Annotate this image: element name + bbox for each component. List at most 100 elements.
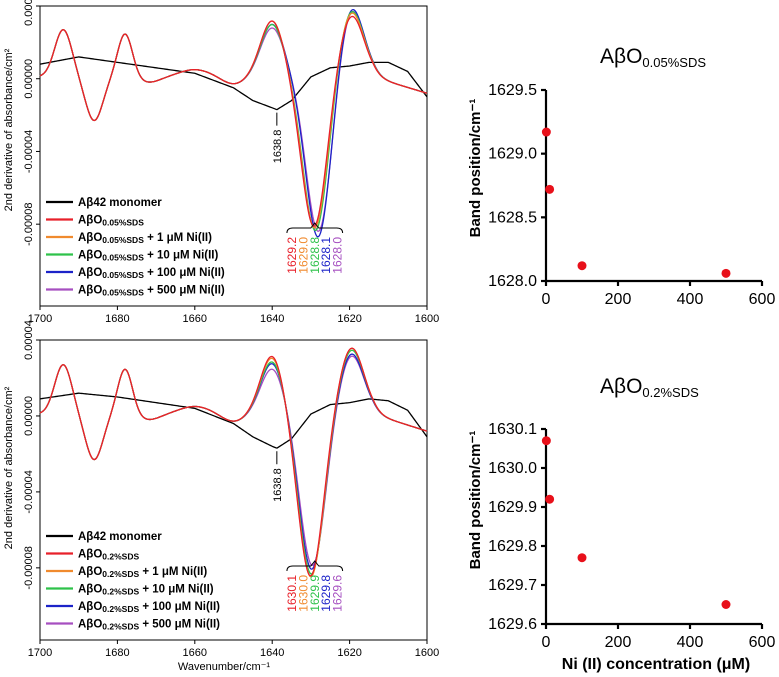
x-tick-label: 1680 — [105, 313, 129, 325]
legend-main: AβO — [78, 250, 102, 262]
legend-sub: 0.2%SDS — [102, 587, 139, 597]
data-point — [541, 436, 551, 446]
legend-label: AβO0.05%SDS + 500 μM Ni(II) — [78, 285, 225, 298]
legend-suffix: + 1 μM Ni(II) — [144, 232, 212, 244]
scatter-bottom-title-main: AβO — [600, 375, 642, 398]
spectrum-top-frame — [39, 5, 428, 307]
x-tick-label: 1680 — [105, 647, 129, 659]
data-point — [577, 261, 587, 271]
legend-sub: 0.2%SDS — [102, 552, 139, 562]
x-tick-label: 200 — [605, 634, 632, 651]
y-tick-label: 1630.1 — [488, 421, 537, 438]
legend-label: AβO0.2%SDS — [78, 549, 139, 562]
x-tick-label: 1700 — [28, 647, 52, 659]
y-tick-label: -0.00004 — [23, 470, 35, 513]
y-tick-label: 1629.6 — [488, 616, 537, 633]
legend-main: Aβ42 monomer — [78, 531, 162, 543]
series-line — [39, 12, 428, 229]
legend-sub: 0.05%SDS — [102, 218, 144, 228]
scatter-top-title: AβO0.05%SDS — [600, 45, 706, 70]
y-tick-label: 1629.9 — [488, 499, 537, 516]
legend-sub: 0.2%SDS — [102, 604, 139, 614]
legend-main: AβO — [78, 601, 102, 613]
band-bracket — [286, 222, 344, 234]
data-point — [721, 600, 731, 609]
legend-label: Aβ42 monomer — [78, 531, 162, 543]
data-point — [545, 184, 555, 194]
y-tick-label: 1629.5 — [488, 82, 537, 99]
spectrum-panel-top: 2nd derivative of absorbance/cm² 1700 168… — [3, 0, 439, 325]
legend-suffix: + 10 μM Ni(II) — [144, 250, 219, 262]
band-position-label: 1628.1 — [319, 237, 333, 274]
x-tick-label: 1640 — [260, 647, 284, 659]
legend-main: AβO — [78, 584, 102, 596]
spectrum-bottom-xlabel: Wavenumber/cm⁻¹ — [178, 661, 271, 673]
y-tick-label: 0.00004 — [23, 0, 35, 26]
spectrum-top-ylabel: 2nd derivative of absorbance/cm² — [3, 48, 15, 211]
legend-suffix: + 500 μM Ni(II) — [144, 285, 225, 297]
data-point — [545, 494, 555, 504]
y-tick-label: 0.00000 — [23, 396, 35, 436]
legend-sub: 0.05%SDS — [102, 270, 144, 280]
series-line — [39, 56, 428, 111]
legend-suffix: + 100 μM Ni(II) — [139, 601, 220, 613]
legend-label: AβO0.2%SDS + 10 μM Ni(II) — [78, 584, 214, 597]
scatter-top-title-sub: 0.05%SDS — [642, 55, 706, 70]
x-tick-label: 400 — [677, 634, 704, 651]
y-tick-label: 1629.8 — [488, 538, 537, 555]
legend-suffix: + 1 μM Ni(II) — [139, 566, 207, 578]
x-tick-label: 200 — [605, 291, 632, 308]
x-tick-label: 600 — [749, 634, 776, 651]
y-tick-label: -0.00008 — [23, 546, 35, 589]
y-tick-label: 1630.0 — [488, 460, 537, 477]
scatter-bottom-ylabel: Band position/cm⁻¹ — [467, 431, 484, 570]
y-tick-label: 1629.7 — [488, 577, 537, 594]
band-position-label: 1629.9 — [308, 575, 322, 612]
series-line — [39, 392, 428, 449]
data-point — [541, 127, 551, 137]
scatter-bottom-title: AβO0.2%SDS — [600, 375, 699, 400]
band-position-label: 1628.0 — [331, 237, 345, 274]
legend-main: AβO — [78, 232, 102, 244]
x-tick-label: 0 — [542, 291, 551, 308]
band-position-label: 1629.8 — [319, 575, 333, 612]
scatter-top-title-main: AβO — [600, 45, 642, 68]
scatter-bottom-title-sub: 0.2%SDS — [642, 385, 699, 400]
y-tick-label: -0.00004 — [23, 130, 35, 173]
legend-sub: 0.05%SDS — [102, 235, 144, 245]
band-position-label: 1629.0 — [296, 237, 310, 274]
legend-main: AβO — [78, 549, 102, 561]
y-tick-label: 1628.0 — [488, 273, 537, 290]
legend-label: Aβ42 monomer — [78, 197, 162, 209]
legend-sub: 0.05%SDS — [102, 288, 144, 298]
x-tick-label: 400 — [677, 291, 704, 308]
annotation-label: 1638.8 — [272, 130, 284, 164]
band-position-label: 1629.6 — [331, 575, 345, 612]
scatter-bottom-xlabel: Ni (II) concentration (μM) — [562, 656, 750, 673]
band-bracket — [286, 560, 344, 572]
spectrum-bottom-ylabel: 2nd derivative of absorbance/cm² — [3, 386, 15, 549]
band-position-label: 1628.8 — [308, 237, 322, 274]
legend-label: AβO0.2%SDS + 1 μM Ni(II) — [78, 566, 207, 579]
x-tick-label: 1640 — [260, 313, 284, 325]
legend-sub: 0.2%SDS — [102, 569, 139, 579]
band-position-label: 1630.0 — [296, 575, 310, 612]
y-tick-label: 1629.0 — [488, 146, 537, 163]
legend-label: AβO0.05%SDS — [78, 215, 144, 228]
legend-main: AβO — [78, 267, 102, 279]
legend-main: AβO — [78, 619, 102, 631]
x-tick-label: 1700 — [28, 313, 52, 325]
series-line — [39, 347, 428, 577]
data-point — [721, 268, 731, 278]
spectrum-bottom-frame — [39, 339, 428, 641]
x-tick-label: 1600 — [415, 313, 439, 325]
legend-label: AβO0.2%SDS + 100 μM Ni(II) — [78, 601, 220, 614]
x-tick-label: 0 — [542, 634, 551, 651]
y-tick-label: 1628.5 — [488, 209, 537, 226]
legend-sub: 0.2%SDS — [102, 622, 139, 632]
data-point — [577, 553, 587, 563]
band-position-label: 1630.1 — [285, 575, 299, 612]
legend-label: AβO0.05%SDS + 1 μM Ni(II) — [78, 232, 212, 245]
legend-main: AβO — [78, 215, 102, 227]
